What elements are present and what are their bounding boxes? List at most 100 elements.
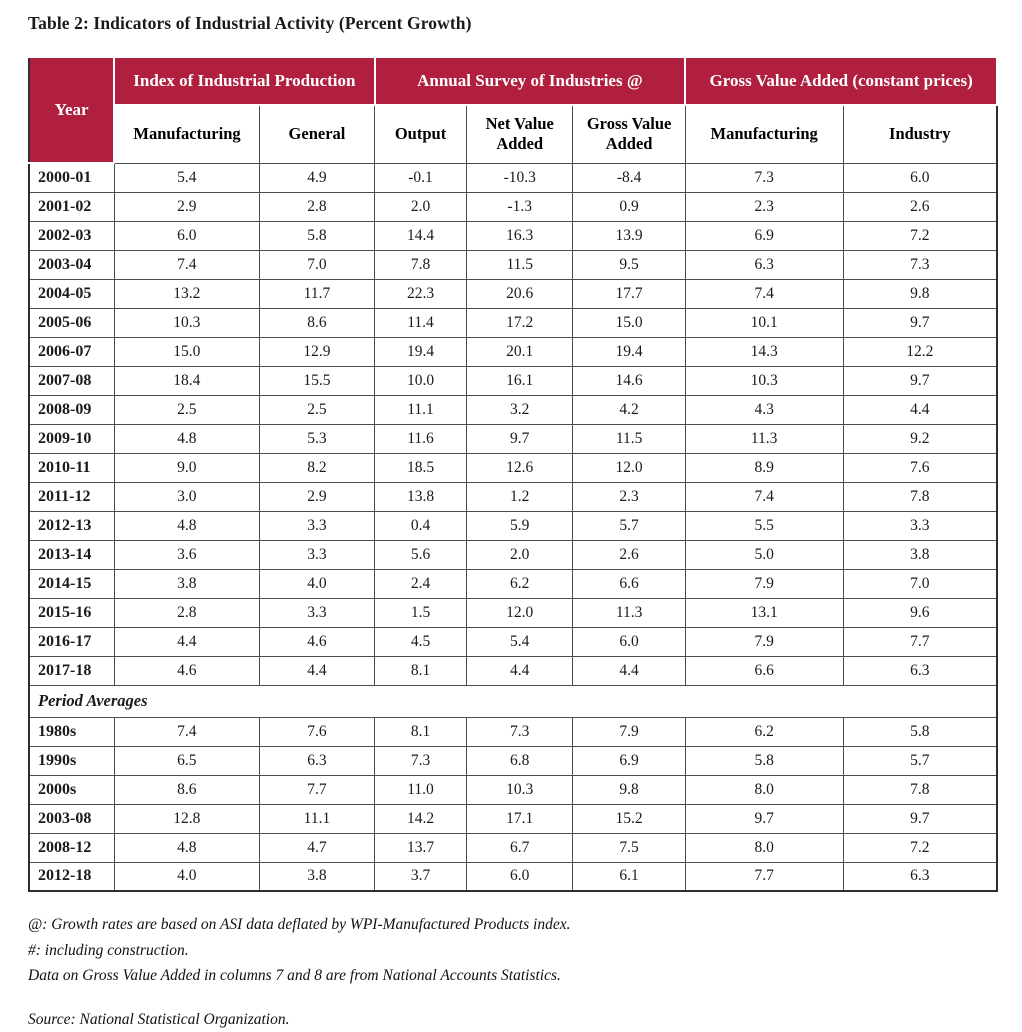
value-cell-asi-output: 4.5 <box>374 626 467 657</box>
subheader-asi-output: Output <box>374 104 467 164</box>
value-cell-iip-general: 4.9 <box>258 162 376 193</box>
table-row: 2014-15 3.8 4.0 2.4 6.2 6.6 7.9 7.0 <box>28 568 998 599</box>
table-row: 2001-02 2.9 2.8 2.0 -1.3 0.9 2.3 2.6 <box>28 191 998 222</box>
group-header-iip: Index of Industrial Production <box>113 56 376 106</box>
value-cell-iip-general: 15.5 <box>258 365 376 396</box>
value-cell-asi-net-value-added: 12.0 <box>465 597 574 628</box>
value-cell-asi-net-value-added: 6.8 <box>465 745 574 776</box>
value-cell-gva-industry: 9.7 <box>842 365 998 396</box>
value-cell-asi-output: 13.8 <box>374 481 467 512</box>
value-cell-asi-net-value-added: 20.1 <box>465 336 574 367</box>
value-cell-iip-manufacturing: 7.4 <box>113 249 260 280</box>
value-cell-gva-manufacturing: 5.8 <box>684 745 844 776</box>
year-cell: 2009-10 <box>28 423 115 454</box>
value-cell-gva-manufacturing: 7.9 <box>684 626 844 657</box>
value-cell-asi-gross-value-added: 11.5 <box>572 423 686 454</box>
value-cell-gva-manufacturing: 7.3 <box>684 162 844 193</box>
value-cell-asi-net-value-added: 11.5 <box>465 249 574 280</box>
value-cell-iip-manufacturing: 7.4 <box>113 716 260 747</box>
table-title: Table 2: Indicators of Industrial Activi… <box>28 13 472 33</box>
year-cell: 2011-12 <box>28 481 115 512</box>
value-cell-asi-net-value-added: 12.6 <box>465 452 574 483</box>
year-cell: 2006-07 <box>28 336 115 367</box>
value-cell-gva-manufacturing: 13.1 <box>684 597 844 628</box>
value-cell-iip-manufacturing: 3.8 <box>113 568 260 599</box>
value-cell-gva-industry: 7.8 <box>842 774 998 805</box>
footnote-hash: #: including construction. <box>28 941 189 959</box>
year-cell: 1990s <box>28 745 115 776</box>
value-cell-iip-general: 4.4 <box>258 655 376 686</box>
year-cell: 2010-11 <box>28 452 115 483</box>
value-cell-asi-output: 11.0 <box>374 774 467 805</box>
value-cell-asi-output: 11.4 <box>374 307 467 338</box>
table-row: 2010-11 9.0 8.2 18.5 12.6 12.0 8.9 7.6 <box>28 452 998 483</box>
value-cell-gva-industry: 4.4 <box>842 394 998 425</box>
table-row: 2009-10 4.8 5.3 11.6 9.7 11.5 11.3 9.2 <box>28 423 998 454</box>
value-cell-asi-output: 7.8 <box>374 249 467 280</box>
value-cell-asi-output: 7.3 <box>374 745 467 776</box>
table-row: 2015-16 2.8 3.3 1.5 12.0 11.3 13.1 9.6 <box>28 597 998 628</box>
value-cell-iip-general: 6.3 <box>258 745 376 776</box>
year-cell: 2012-18 <box>28 861 115 892</box>
year-cell: 2000-01 <box>28 162 115 193</box>
value-cell-asi-net-value-added: 2.0 <box>465 539 574 570</box>
year-cell: 2016-17 <box>28 626 115 657</box>
period-averages-label: Period Averages <box>28 684 998 718</box>
table-row: 2000-01 5.4 4.9 -0.1 -10.3 -8.4 7.3 6.0 <box>28 162 998 193</box>
value-cell-gva-industry: 9.2 <box>842 423 998 454</box>
value-cell-iip-manufacturing: 4.8 <box>113 832 260 863</box>
value-cell-asi-gross-value-added: 2.6 <box>572 539 686 570</box>
value-cell-gva-manufacturing: 7.4 <box>684 481 844 512</box>
value-cell-iip-manufacturing: 12.8 <box>113 803 260 834</box>
value-cell-gva-manufacturing: 6.9 <box>684 220 844 251</box>
value-cell-gva-industry: 7.8 <box>842 481 998 512</box>
value-cell-gva-manufacturing: 6.3 <box>684 249 844 280</box>
year-cell: 2008-12 <box>28 832 115 863</box>
year-cell: 2003-08 <box>28 803 115 834</box>
value-cell-asi-output: 22.3 <box>374 278 467 309</box>
value-cell-iip-general: 3.3 <box>258 597 376 628</box>
value-cell-iip-manufacturing: 4.8 <box>113 510 260 541</box>
year-cell: 1980s <box>28 716 115 747</box>
value-cell-iip-general: 8.2 <box>258 452 376 483</box>
year-cell: 2012-13 <box>28 510 115 541</box>
value-cell-iip-general: 4.0 <box>258 568 376 599</box>
value-cell-gva-manufacturing: 7.7 <box>684 861 844 892</box>
value-cell-gva-industry: 3.8 <box>842 539 998 570</box>
value-cell-gva-industry: 9.7 <box>842 803 998 834</box>
value-cell-asi-gross-value-added: 4.2 <box>572 394 686 425</box>
value-cell-asi-output: -0.1 <box>374 162 467 193</box>
table-row: 2006-07 15.0 12.9 19.4 20.1 19.4 14.3 12… <box>28 336 998 367</box>
indicators-table: Year Index of Industrial Production Annu… <box>27 56 998 892</box>
value-cell-iip-manufacturing: 9.0 <box>113 452 260 483</box>
value-cell-gva-industry: 9.7 <box>842 307 998 338</box>
value-cell-asi-gross-value-added: 17.7 <box>572 278 686 309</box>
value-cell-iip-manufacturing: 3.6 <box>113 539 260 570</box>
value-cell-asi-gross-value-added: 6.6 <box>572 568 686 599</box>
value-cell-gva-manufacturing: 5.5 <box>684 510 844 541</box>
value-cell-asi-gross-value-added: 4.4 <box>572 655 686 686</box>
value-cell-asi-gross-value-added: 11.3 <box>572 597 686 628</box>
value-cell-gva-manufacturing: 14.3 <box>684 336 844 367</box>
value-cell-iip-general: 12.9 <box>258 336 376 367</box>
value-cell-iip-general: 4.7 <box>258 832 376 863</box>
average-rows-body: 1980s 7.4 7.6 8.1 7.3 7.9 6.2 5.8 1990s … <box>28 716 998 892</box>
value-cell-iip-general: 2.9 <box>258 481 376 512</box>
value-cell-asi-output: 14.2 <box>374 803 467 834</box>
year-cell: 2002-03 <box>28 220 115 251</box>
value-cell-iip-general: 2.8 <box>258 191 376 222</box>
value-cell-iip-general: 7.6 <box>258 716 376 747</box>
value-cell-iip-manufacturing: 2.9 <box>113 191 260 222</box>
year-cell: 2005-06 <box>28 307 115 338</box>
table-row: 1990s 6.5 6.3 7.3 6.8 6.9 5.8 5.7 <box>28 745 998 776</box>
value-cell-asi-net-value-added: 17.1 <box>465 803 574 834</box>
value-cell-gva-manufacturing: 6.6 <box>684 655 844 686</box>
value-cell-gva-manufacturing: 7.9 <box>684 568 844 599</box>
value-cell-iip-manufacturing: 4.8 <box>113 423 260 454</box>
subheader-iip-general: General <box>258 104 376 164</box>
value-cell-gva-industry: 5.8 <box>842 716 998 747</box>
value-cell-asi-output: 2.0 <box>374 191 467 222</box>
value-cell-iip-manufacturing: 4.0 <box>113 861 260 892</box>
value-cell-asi-gross-value-added: 6.9 <box>572 745 686 776</box>
